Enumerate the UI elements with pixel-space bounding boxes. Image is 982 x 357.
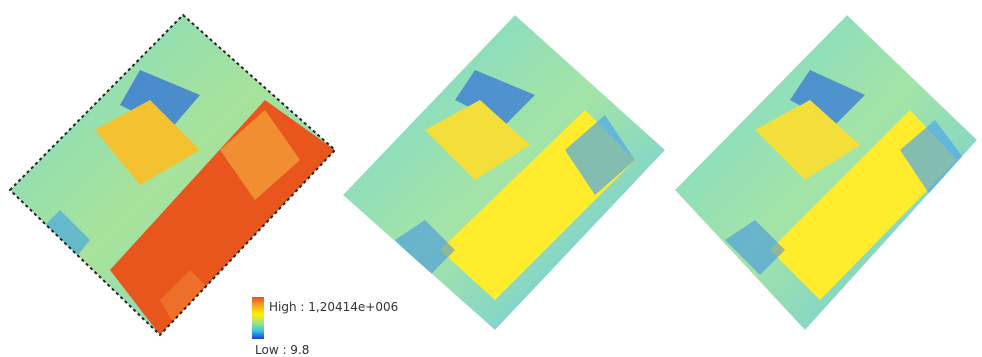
raster-map-3: [675, 15, 977, 330]
raster-panel-3: [665, 0, 982, 356]
raster-panel-1: [0, 0, 340, 356]
raster-map-1: [8, 13, 337, 337]
legend-high-label: High : 1,20414e+006: [269, 300, 399, 314]
legend-color-ramp: [252, 297, 264, 339]
raster-map-2: [343, 15, 665, 330]
raster-panel-2: [335, 0, 670, 356]
legend-low-label: Low : 9.8: [255, 343, 310, 357]
color-legend: High : 1,20414e+006 Low : 9.8: [252, 297, 442, 357]
